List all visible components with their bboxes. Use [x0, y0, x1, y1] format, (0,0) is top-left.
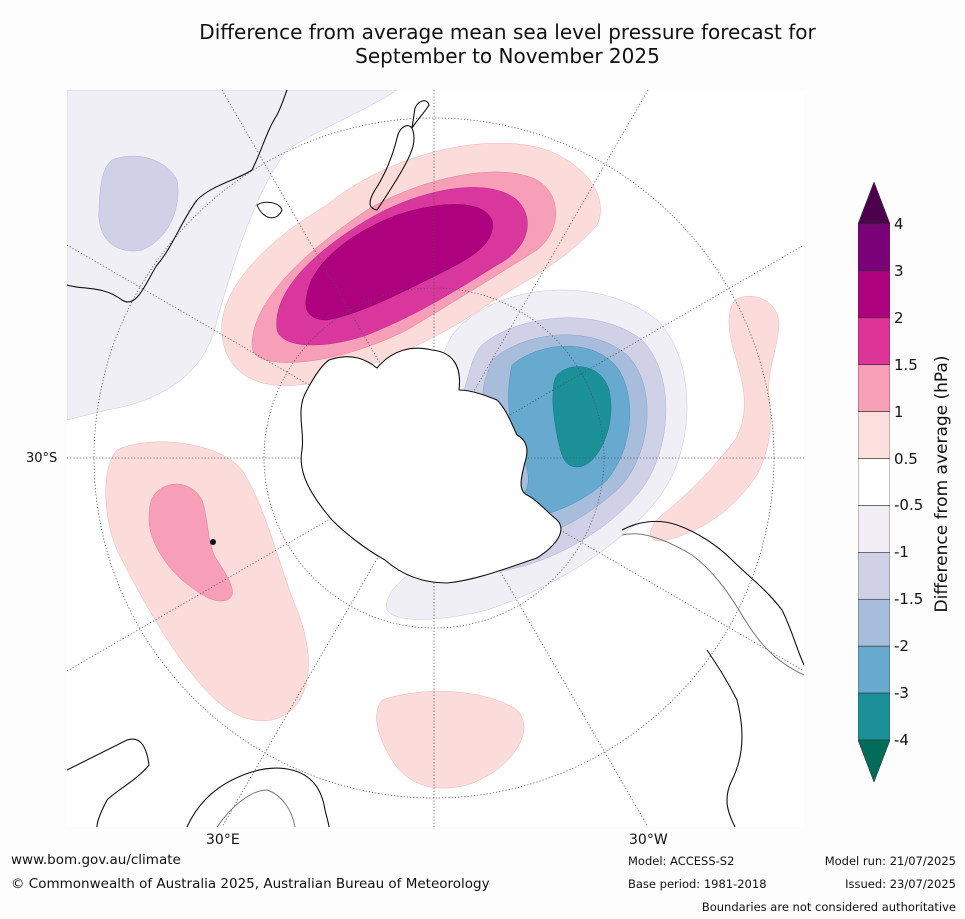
polar-map [67, 90, 804, 827]
colorbar-segment [857, 223, 891, 272]
africa-south-coast [186, 767, 330, 827]
africa-border [216, 789, 296, 827]
colorbar-svg [857, 181, 891, 783]
new-zealand-coastline [369, 100, 430, 211]
australia-coastline [67, 90, 288, 303]
footer-disclaimer: Boundaries are not considered authoritat… [701, 900, 956, 914]
antarctica-coastline [300, 347, 562, 584]
footer-model: Model: ACCESS-S2 [628, 854, 735, 868]
footer-issued: Issued: 23/07/2025 [845, 877, 956, 891]
colorbar-segment [857, 598, 891, 647]
colorbar-segment [857, 692, 891, 741]
colorbar-tick-label: 3 [894, 261, 904, 280]
colorbar-tick-label: 1 [894, 402, 904, 421]
colorbar-tick-label: -2 [894, 637, 909, 656]
colorbar-tick-label: -4 [894, 731, 909, 749]
africa-coastline [67, 738, 150, 827]
title-line-2: September to November 2025 [355, 44, 660, 68]
lon-label-30w: 30°W [629, 832, 668, 848]
anomaly-east-pacific-high [650, 295, 780, 542]
map-title: Difference from average mean sea level p… [100, 20, 915, 68]
anomaly-indian-ocean-high [105, 441, 309, 722]
colorbar-tick-label: -3 [894, 684, 909, 703]
lat-label-30s: 30°S [26, 451, 58, 466]
colorbar-tick-label: -1 [894, 543, 909, 562]
title-line-1: Difference from average mean sea level p… [199, 20, 816, 44]
colorbar-segment [857, 270, 891, 319]
south-america-border [621, 533, 804, 676]
footer-base-period: Base period: 1981-2018 [628, 877, 767, 891]
south-america-east-coast [706, 649, 743, 827]
colorbar [857, 181, 891, 783]
footer-copyright: © Commonwealth of Australia 2025, Austra… [11, 876, 490, 892]
colorbar-tick-label: -0.5 [894, 496, 924, 515]
colorbar-segment [857, 458, 891, 506]
colorbar-segment [857, 411, 891, 459]
tasmania-coastline [256, 201, 283, 219]
south-america-coastline [621, 520, 804, 666]
colorbar-segment [857, 364, 891, 412]
footer-model-run: Model run: 21/07/2025 [824, 854, 956, 868]
colorbar-tick-label: 1.5 [894, 355, 918, 374]
colorbar-segment [857, 645, 891, 694]
colorbar-extend-top [857, 181, 891, 225]
colorbar-tick-label: -1.5 [894, 590, 924, 609]
colorbar-segment [857, 505, 891, 553]
colorbar-tick-label: 4 [894, 215, 904, 233]
island-marker [210, 539, 216, 545]
colorbar-title: Difference from average (hPa) [932, 355, 952, 613]
colorbar-extend-bottom [857, 739, 891, 783]
map-svg [67, 90, 804, 827]
colorbar-tick-label: 2 [894, 308, 904, 327]
anomaly-tasman-high [221, 142, 601, 386]
colorbar-segment [857, 317, 891, 366]
colorbar-tick-label: 0.5 [894, 449, 918, 468]
anomaly-australia-low [67, 90, 398, 421]
footer-url[interactable]: www.bom.gov.au/climate [11, 852, 181, 868]
anomaly-atlantic-high [376, 691, 525, 789]
colorbar-segment [857, 552, 891, 600]
lon-label-30e: 30°E [206, 832, 240, 848]
